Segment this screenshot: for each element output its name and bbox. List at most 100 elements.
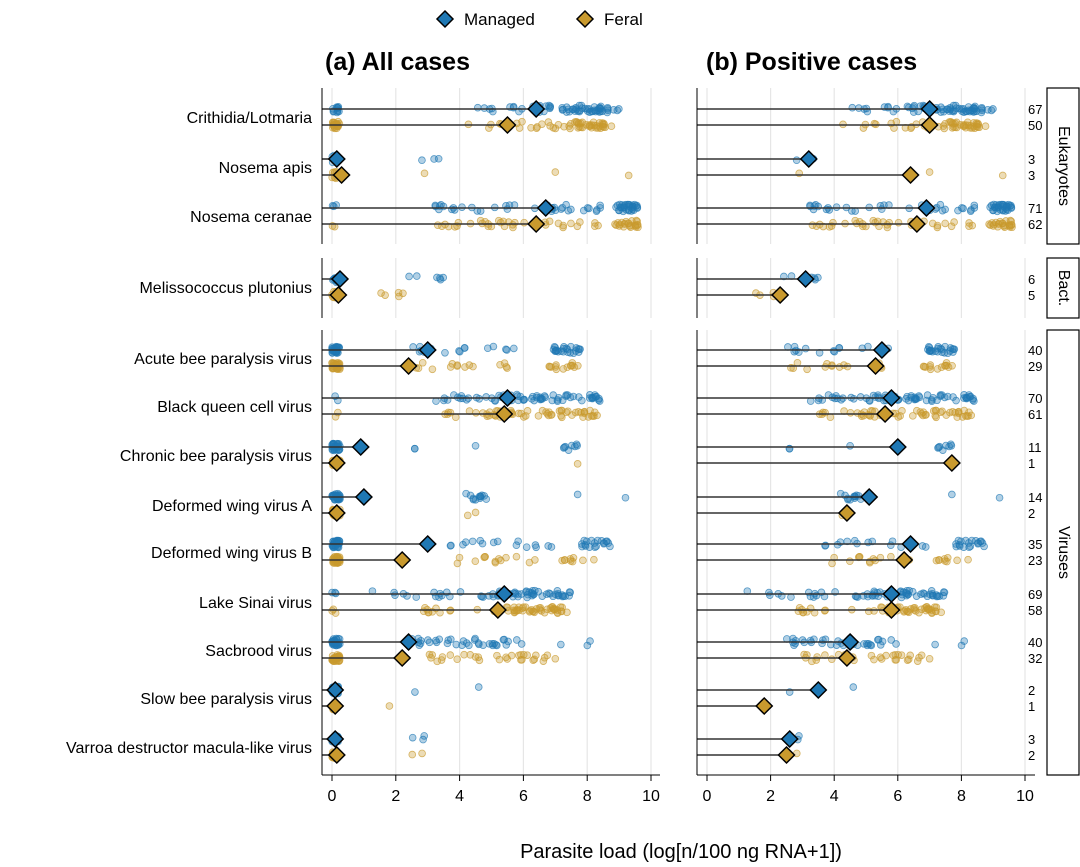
data-point-managed xyxy=(569,392,578,401)
x-tick-label: 8 xyxy=(957,788,966,805)
data-point-feral xyxy=(954,408,963,416)
legend-label-feral: Feral xyxy=(604,10,643,29)
data-point-managed xyxy=(558,103,566,112)
data-point-managed xyxy=(957,641,966,650)
data-point-managed xyxy=(578,396,586,405)
data-point-feral xyxy=(587,121,596,129)
data-point-managed xyxy=(943,392,952,401)
data-point-managed xyxy=(480,492,488,500)
data-point-managed xyxy=(489,641,497,650)
data-point-feral xyxy=(562,408,571,417)
data-point-managed xyxy=(790,342,799,351)
data-point-feral xyxy=(855,552,864,561)
data-point-feral xyxy=(936,408,945,417)
data-point-managed xyxy=(596,201,604,210)
data-point-feral xyxy=(552,361,560,369)
data-point-feral xyxy=(446,651,455,659)
data-point-managed xyxy=(514,537,522,546)
data-point-managed xyxy=(854,492,863,500)
data-point-managed xyxy=(889,107,898,116)
data-point-feral xyxy=(546,122,554,130)
mean-marker-feral xyxy=(327,503,346,523)
data-point-managed xyxy=(585,204,593,213)
count-label-managed: 40 xyxy=(1028,635,1042,650)
data-point-feral xyxy=(518,117,526,126)
data-point-managed xyxy=(920,590,929,598)
data-point-managed xyxy=(987,201,996,210)
data-point-feral xyxy=(419,607,428,616)
data-point-feral xyxy=(460,650,468,659)
data-point-managed xyxy=(948,490,956,499)
data-point-feral xyxy=(574,361,582,370)
mean-marker-managed xyxy=(418,534,437,554)
data-point-feral xyxy=(919,362,928,371)
data-point-feral xyxy=(933,365,942,373)
data-point-managed xyxy=(533,393,541,402)
data-point-feral xyxy=(523,651,532,659)
mean-marker-feral xyxy=(895,550,914,570)
data-point-managed xyxy=(558,106,567,114)
data-point-feral xyxy=(794,607,803,616)
data-point-feral xyxy=(624,171,633,180)
data-point-feral xyxy=(948,361,956,370)
data-point-feral xyxy=(399,289,407,298)
mean-marker-managed xyxy=(354,487,373,507)
data-point-managed xyxy=(433,273,441,282)
data-point-feral xyxy=(538,406,547,415)
data-point-managed xyxy=(869,391,878,400)
data-point-managed xyxy=(466,491,475,500)
data-point-feral xyxy=(903,656,912,664)
data-point-feral xyxy=(557,411,565,420)
data-point-managed xyxy=(801,344,810,353)
data-point-feral xyxy=(628,217,636,225)
data-point-feral xyxy=(534,412,543,420)
data-point-managed xyxy=(907,393,916,402)
data-point-feral xyxy=(870,655,878,664)
x-tick-label: 6 xyxy=(519,788,528,805)
data-point-feral xyxy=(962,412,970,420)
mean-marker-managed xyxy=(841,632,860,652)
data-point-feral xyxy=(846,557,854,566)
data-point-managed xyxy=(512,541,521,550)
data-point-feral xyxy=(551,654,560,663)
mean-marker-feral xyxy=(777,745,796,765)
data-point-managed xyxy=(522,543,531,551)
data-point-managed xyxy=(938,348,946,356)
data-point-managed xyxy=(563,391,572,399)
data-point-managed xyxy=(331,588,339,597)
row-labels: Crithidia/Lotmaria Nosema apis Nosema cera… xyxy=(66,110,312,757)
data-point-managed xyxy=(987,106,996,115)
data-point-managed xyxy=(473,103,482,112)
data-point-feral xyxy=(574,408,583,416)
data-point-managed xyxy=(571,347,580,355)
data-point-feral xyxy=(611,220,619,228)
legend-marker-feral xyxy=(575,9,595,29)
row-label-lake-sinai-virus: Lake Sinai virus xyxy=(199,595,312,612)
legend-label-managed: Managed xyxy=(464,10,535,29)
mean-marker-managed xyxy=(901,534,920,554)
data-point-feral xyxy=(551,168,560,176)
data-point-feral xyxy=(922,603,931,611)
data-point-feral xyxy=(896,412,904,420)
data-point-feral xyxy=(517,409,525,418)
data-point-feral xyxy=(947,222,956,231)
x-axis-label: Parasite load (log[n/100 ng RNA+1]) xyxy=(520,841,842,863)
data-point-managed xyxy=(849,683,858,691)
data-point-feral xyxy=(510,608,519,617)
data-point-feral xyxy=(913,406,921,415)
mean-marker-managed xyxy=(888,437,907,457)
row-label-deformed-wing-virus-a: Deformed wing virus A xyxy=(152,498,312,515)
data-point-feral xyxy=(520,218,528,227)
data-point-managed xyxy=(911,395,920,403)
count-label-managed: 2 xyxy=(1028,683,1035,698)
mean-marker-feral xyxy=(399,356,418,376)
data-point-feral xyxy=(545,362,554,371)
data-point-feral xyxy=(521,412,530,420)
data-point-managed xyxy=(468,537,477,546)
data-point-managed xyxy=(834,637,842,645)
data-point-managed xyxy=(586,637,594,645)
count-label-feral: 29 xyxy=(1028,359,1042,374)
data-point-managed xyxy=(413,272,421,280)
data-point-managed xyxy=(585,105,593,113)
data-point-feral xyxy=(563,608,571,617)
